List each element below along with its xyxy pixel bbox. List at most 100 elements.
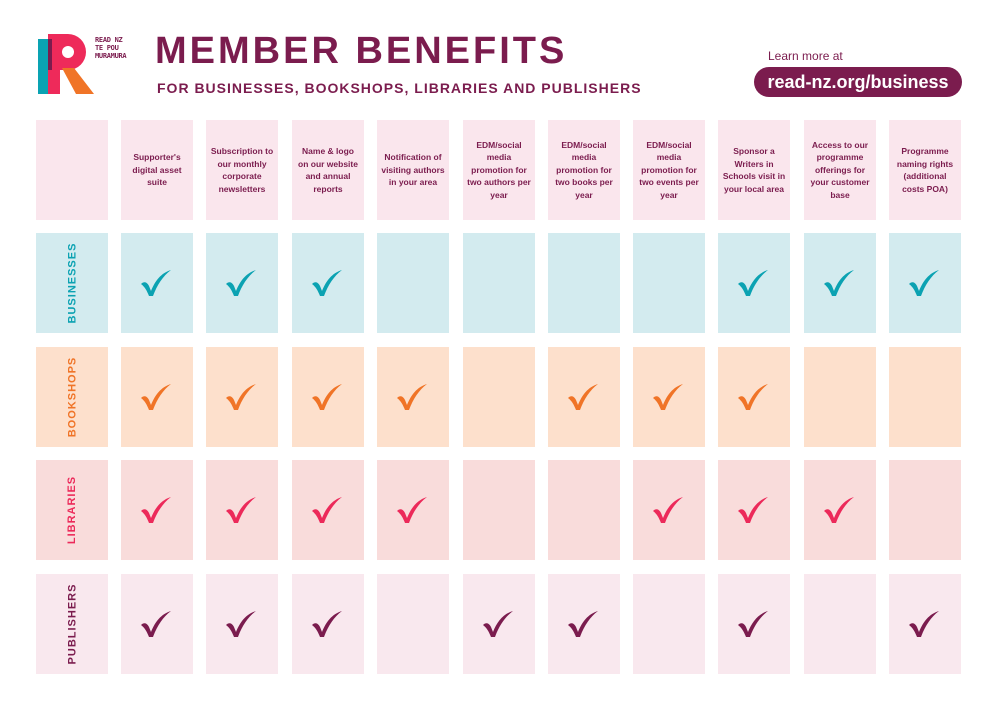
checkmark-icon: [824, 497, 854, 523]
logo-line: READ NZ: [95, 36, 123, 44]
benefit-cell: [804, 233, 876, 333]
checkmark-icon: [909, 611, 939, 637]
checkmark-icon: [141, 611, 171, 637]
benefit-cell: [292, 347, 364, 447]
checkmark-icon: [226, 497, 256, 523]
learn-more-label: Learn more at: [768, 49, 843, 63]
checkmark-icon: [397, 497, 427, 523]
row-label-text: PUBLISHERS: [66, 583, 78, 665]
column-header: Name & logo on our website and annual re…: [292, 120, 364, 220]
column-header: Notification of visiting authors in your…: [377, 120, 449, 220]
checkmark-icon: [226, 384, 256, 410]
benefit-cell: [889, 574, 961, 674]
checkmark-icon: [226, 270, 256, 296]
column-header-label: Sponsor a Writers in Schools visit in yo…: [722, 146, 786, 194]
checkmark-icon: [397, 384, 427, 410]
column-header: EDM/social media promotion for two autho…: [463, 120, 535, 220]
column-header: Sponsor a Writers in Schools visit in yo…: [718, 120, 790, 220]
row-label-text: LIBRARIES: [66, 475, 78, 545]
read-nz-logo: [38, 34, 94, 94]
column-header-label: Access to our programme offerings for yo…: [810, 139, 870, 200]
checkmark-icon: [824, 270, 854, 296]
checkmark-icon: [141, 497, 171, 523]
column-header-label: Name & logo on our website and annual re…: [298, 146, 358, 194]
benefit-cell: [633, 460, 705, 560]
logo-line: MURAMURA: [95, 52, 127, 60]
checkmark-icon: [568, 384, 598, 410]
column-header-label: Programme naming rights (additional cost…: [896, 146, 954, 194]
benefit-cell: [463, 574, 535, 674]
benefit-cell: [292, 460, 364, 560]
benefit-cell: [121, 347, 193, 447]
benefit-cell: [121, 574, 193, 674]
benefit-cell: [548, 347, 620, 447]
checkmark-icon: [909, 270, 939, 296]
benefit-cell: [804, 574, 876, 674]
benefit-cell: [718, 233, 790, 333]
column-header: Access to our programme offerings for yo…: [804, 120, 876, 220]
row-label-text: BOOKSHOPS: [66, 356, 79, 438]
benefit-cell: [718, 347, 790, 447]
checkmark-icon: [738, 497, 768, 523]
benefit-cell: [206, 347, 278, 447]
benefit-cell: [121, 233, 193, 333]
benefit-cell: [633, 347, 705, 447]
benefit-cell: [377, 233, 449, 333]
checkmark-icon: [653, 384, 683, 410]
benefit-cell: [463, 347, 535, 447]
column-header-label: EDM/social media promotion for two autho…: [467, 139, 531, 200]
checkmark-icon: [738, 270, 768, 296]
column-header-label: EDM/social media promotion for two event…: [639, 139, 699, 200]
benefit-cell: [548, 574, 620, 674]
checkmark-icon: [312, 270, 342, 296]
benefit-cell: [206, 460, 278, 560]
benefit-cell: [292, 574, 364, 674]
checkmark-icon: [312, 611, 342, 637]
column-header-label: Supporter's digital asset suite: [132, 152, 182, 188]
page-subtitle: FOR BUSINESSES, BOOKSHOPS, LIBRARIES AND…: [157, 80, 642, 96]
column-header: EDM/social media promotion for two event…: [633, 120, 705, 220]
benefit-cell: [889, 233, 961, 333]
website-link-button[interactable]: read-nz.org/business: [754, 67, 962, 97]
column-header: Subscription to our monthly corporate ne…: [206, 120, 278, 220]
column-header-label: Subscription to our monthly corporate ne…: [210, 146, 274, 194]
benefit-cell: [804, 347, 876, 447]
column-header: Supporter's digital asset suite: [121, 120, 193, 220]
benefit-cell: [463, 460, 535, 560]
header-corner-cell: [36, 120, 108, 220]
column-header-label: EDM/social media promotion for two books…: [555, 139, 613, 200]
benefit-cell: [718, 460, 790, 560]
page-title: MEMBER BENEFITS: [155, 30, 568, 72]
logo-line: TE POU: [95, 44, 119, 52]
benefit-cell: [292, 233, 364, 333]
row-label-businesses: BUSINESSES: [36, 233, 108, 333]
row-label-text: BUSINESSES: [66, 242, 79, 324]
checkmark-icon: [483, 611, 513, 637]
checkmark-icon: [141, 270, 171, 296]
benefit-cell: [633, 574, 705, 674]
column-header: EDM/social media promotion for two books…: [548, 120, 620, 220]
checkmark-icon: [312, 497, 342, 523]
row-label-libraries: LIBRARIES: [36, 460, 108, 560]
benefit-cell: [377, 574, 449, 674]
logo-wordmark: READ NZ TE POU MURAMURA: [95, 36, 127, 60]
benefit-cell: [548, 460, 620, 560]
column-header: Programme naming rights (additional cost…: [889, 120, 961, 220]
benefit-cell: [804, 460, 876, 560]
row-label-bookshops: BOOKSHOPS: [36, 347, 108, 447]
benefit-cell: [889, 347, 961, 447]
checkmark-icon: [568, 611, 598, 637]
benefit-cell: [206, 233, 278, 333]
benefit-cell: [206, 574, 278, 674]
benefit-cell: [121, 460, 193, 560]
benefit-cell: [633, 233, 705, 333]
benefit-cell: [377, 347, 449, 447]
benefit-cell: [548, 233, 620, 333]
row-label-publishers: PUBLISHERS: [36, 574, 108, 674]
benefit-cell: [377, 460, 449, 560]
benefit-cell: [889, 460, 961, 560]
checkmark-icon: [738, 384, 768, 410]
benefit-cell: [463, 233, 535, 333]
column-header-label: Notification of visiting authors in your…: [381, 152, 445, 188]
checkmark-icon: [312, 384, 342, 410]
